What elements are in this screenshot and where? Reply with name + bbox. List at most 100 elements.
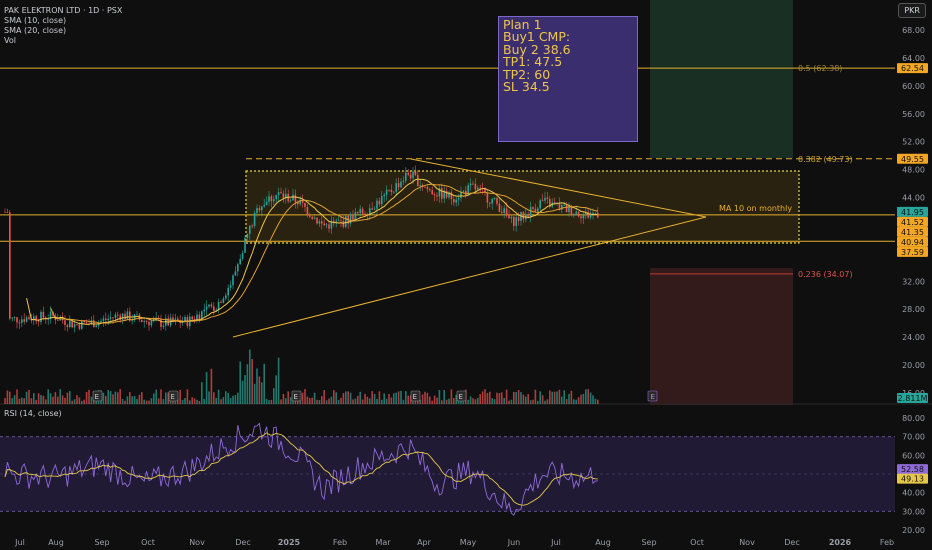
volume-bar xyxy=(335,392,337,404)
volume-bar xyxy=(205,372,208,404)
volume-bar xyxy=(37,393,40,404)
candle-body xyxy=(325,224,328,226)
volume-bar xyxy=(18,398,21,404)
volume-bar xyxy=(73,399,76,404)
candle-body xyxy=(388,189,390,191)
candle-body xyxy=(222,298,225,303)
price-tag xyxy=(897,226,928,237)
candle-body xyxy=(580,216,582,219)
sma20-label[interactable]: SMA (20, close) xyxy=(4,26,67,35)
symbol-title[interactable]: PAK ELEKTRON LTD · 1D · PSX xyxy=(4,6,123,15)
ma10-label: MA 10 on monthly xyxy=(719,204,792,213)
volume-bar xyxy=(141,392,143,404)
volume-bar xyxy=(325,400,328,404)
volume-bar xyxy=(13,395,16,404)
candle-body xyxy=(597,212,599,218)
candle-body xyxy=(575,211,577,214)
volume-bar xyxy=(496,392,498,404)
volume-bar xyxy=(102,392,105,404)
candle-body xyxy=(297,202,299,205)
volume-bar xyxy=(213,392,215,404)
candle-body xyxy=(436,195,438,197)
volume-bar xyxy=(585,389,587,404)
volume-bar xyxy=(256,368,258,404)
volume-bar xyxy=(109,391,112,404)
candle-body xyxy=(201,311,203,320)
volume-bar xyxy=(311,397,313,404)
candle-body xyxy=(40,311,42,323)
candle-body xyxy=(282,193,285,199)
candle-body xyxy=(513,216,515,227)
candle-body xyxy=(503,208,505,214)
plan-note[interactable]: Plan 1 Buy1 CMP: Buy 2 38.6 TP1: 47.5 TP… xyxy=(498,16,638,142)
volume-bar xyxy=(349,392,352,404)
x-tick: Feb xyxy=(333,538,347,547)
currency-badge[interactable]: PKR xyxy=(898,3,926,18)
candle-body xyxy=(244,237,246,253)
candle-body xyxy=(21,319,23,323)
volume-bar xyxy=(337,399,340,404)
volume-bar xyxy=(4,398,6,404)
volume-bar xyxy=(431,400,433,404)
rsi-label[interactable]: RSI (14, close) xyxy=(4,409,62,418)
volume-bar xyxy=(198,400,201,404)
candle-body xyxy=(9,212,11,319)
candle-body xyxy=(573,213,575,216)
candle-body xyxy=(477,187,479,190)
volume-bar xyxy=(33,393,35,404)
volume-bar xyxy=(361,399,364,404)
candle-body xyxy=(69,320,71,328)
volume-bar xyxy=(234,395,237,404)
candle-body xyxy=(277,192,280,196)
candle-body xyxy=(570,206,573,216)
candle-body xyxy=(505,208,508,216)
earnings-marker-letter: E xyxy=(294,393,298,401)
volume-bar xyxy=(441,400,443,404)
stop-zone-red xyxy=(650,268,793,405)
volume-bar xyxy=(445,399,448,404)
volume-bar xyxy=(498,392,501,404)
volume-bar xyxy=(479,394,481,404)
candle-body xyxy=(414,171,417,176)
volume-bar xyxy=(277,357,280,404)
candle-body xyxy=(553,202,556,204)
candle-body xyxy=(381,196,383,205)
volume-label[interactable]: Vol xyxy=(4,36,16,45)
candle-body xyxy=(35,316,37,322)
volume-bar xyxy=(592,395,594,404)
candle-body xyxy=(510,216,513,219)
rsi-tag xyxy=(897,473,928,484)
volume-bar xyxy=(119,389,121,404)
volume-bar xyxy=(246,364,249,404)
candle-body xyxy=(83,320,85,323)
sma10-label[interactable]: SMA (10, close) xyxy=(4,16,67,25)
volume-bar xyxy=(376,398,378,404)
volume-bar xyxy=(354,398,357,404)
x-tick: Dec xyxy=(784,538,799,547)
volume-bar xyxy=(121,398,124,404)
plan-line: Buy 2 38.6 xyxy=(503,41,571,57)
candle-body xyxy=(539,200,541,209)
price-tick: 56.00 xyxy=(902,110,925,119)
x-tick: Nov xyxy=(739,538,755,547)
fib-05-label: 0.5 (62.38) xyxy=(798,64,842,73)
candle-body xyxy=(541,200,544,202)
volume-bar xyxy=(160,389,162,404)
candle-body xyxy=(261,206,263,211)
volume-bar xyxy=(359,391,361,404)
rsi-ma-line xyxy=(4,432,598,506)
volume-bar xyxy=(155,389,157,404)
candle-body xyxy=(107,318,109,321)
rsi-tick: 80.00 xyxy=(902,414,925,423)
volume-bar xyxy=(316,399,318,404)
candle-body xyxy=(321,221,323,224)
volume-bar xyxy=(383,393,385,404)
volume-bar xyxy=(78,397,81,404)
volume-bar xyxy=(217,389,220,404)
candle-body xyxy=(311,216,313,219)
plan-line: TP2: 60 xyxy=(503,66,551,82)
rsi-tick: 30.00 xyxy=(902,507,925,516)
volume-bar xyxy=(345,391,347,404)
volume-bar xyxy=(318,400,321,404)
